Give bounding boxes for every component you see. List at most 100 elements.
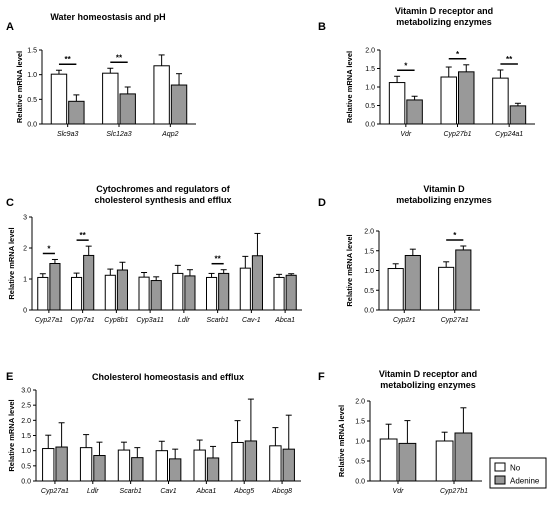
panel-title-line: Cytochromes and regulators of	[96, 184, 231, 194]
bar-no	[79, 447, 93, 482]
y-tick-label: 2.0	[21, 418, 31, 425]
bar-adenine	[169, 458, 182, 482]
significance-label: **	[80, 231, 87, 240]
bar-no	[388, 82, 406, 125]
category-label: Abca1	[195, 488, 216, 495]
bar-no	[435, 440, 454, 482]
bar-no	[387, 268, 404, 311]
legend-label: No	[510, 464, 521, 473]
category-label: Cav1	[160, 488, 176, 495]
bar-adenine	[68, 100, 85, 125]
y-tick-label: 2.0	[364, 229, 374, 236]
significance-label: *	[453, 231, 457, 240]
category-label: Cyp27a1	[35, 317, 63, 324]
category-label: Abca1	[274, 317, 295, 324]
panel-title-line: Water homeostasis and pH	[50, 12, 165, 22]
bar-no	[269, 445, 282, 482]
y-tick-label: 1.0	[21, 448, 31, 455]
category-label: Vdr	[393, 488, 405, 495]
category-label: Ldlr	[178, 317, 190, 324]
bar-no	[117, 449, 131, 482]
bar-adenine	[206, 457, 220, 482]
significance-label: *	[47, 244, 51, 253]
y-tick-label: 2.0	[355, 399, 365, 406]
legend-swatch	[494, 462, 506, 472]
y-tick-label: 1.0	[355, 439, 365, 446]
bar-adenine	[184, 275, 196, 311]
y-tick-label: 1.5	[27, 48, 37, 55]
bar-adenine	[93, 455, 106, 482]
category-label: Vdr	[400, 131, 412, 138]
bar-no	[239, 267, 251, 311]
bar-adenine	[116, 269, 128, 311]
bar-no	[193, 449, 206, 482]
category-label: Cyp3a11	[136, 317, 164, 324]
bar-no	[138, 276, 150, 311]
y-tick-label: 3.0	[21, 388, 31, 395]
y-tick-label: 0.5	[364, 288, 374, 295]
panel-a: A Water homeostasis and pH Relative mRNA l…	[6, 12, 196, 138]
bar-no	[102, 72, 119, 125]
panel-e: E Cholesterol homeostasis and efflux Relat…	[6, 371, 301, 495]
y-tick-label: 1.0	[27, 72, 37, 79]
bar-adenine	[454, 432, 473, 482]
bar-adenine	[509, 105, 527, 125]
bar-adenine	[55, 446, 68, 482]
y-axis-label: Relative mRNA level	[15, 51, 24, 123]
y-axis-label: Relative mRNA level	[345, 51, 354, 123]
bar-no	[71, 276, 83, 311]
y-axis-label: Relative mRNA level	[7, 227, 16, 299]
bar-adenine	[458, 71, 475, 125]
y-tick-label: 0.5	[27, 97, 37, 104]
panel-title-line: Vitamin D receptor and	[379, 369, 477, 379]
bar-no	[153, 65, 170, 125]
category-label: Ldlr	[87, 488, 99, 495]
panel-title-line: cholesterol synthesis and efflux	[94, 195, 231, 205]
category-label: Cav-1	[242, 317, 261, 324]
category-label: Abcg8	[271, 488, 292, 495]
y-tick-label: 0.0	[365, 122, 375, 129]
bar-no	[50, 73, 68, 125]
category-label: Cyp8b1	[104, 317, 128, 324]
y-tick-label: 0.5	[355, 459, 365, 466]
bar-adenine	[285, 274, 297, 311]
y-tick-label: 1.5	[21, 433, 31, 440]
bar-no	[438, 266, 455, 311]
bar-no	[492, 77, 509, 125]
bar-no	[231, 441, 244, 482]
bar-no	[379, 438, 398, 482]
bar-no	[440, 76, 457, 125]
bar-adenine	[150, 280, 162, 311]
panel-title-line: metabolizing enzymes	[380, 380, 476, 390]
y-tick-label: 0.0	[27, 122, 37, 129]
category-label: Cyp7a1	[71, 317, 95, 324]
category-label: Cyp2r1	[393, 317, 416, 324]
bar-adenine	[170, 84, 188, 125]
bar-adenine	[218, 272, 230, 311]
y-tick-label: 0.5	[21, 463, 31, 470]
category-label: Abcg5	[233, 488, 254, 495]
panel-letter: F	[318, 371, 325, 383]
bar-no	[37, 276, 49, 311]
bar-adenine	[131, 457, 144, 482]
y-tick-label: 1	[23, 277, 27, 284]
y-tick-label: 1.5	[365, 66, 375, 73]
y-tick-label: 0.0	[21, 479, 31, 486]
panel-title-line: metabolizing enzymes	[396, 17, 492, 27]
category-label: Cyp27a1	[441, 317, 469, 324]
bar-adenine	[49, 263, 61, 311]
y-tick-label: 1.5	[355, 419, 365, 426]
panel-c: C Cytochromes and regulators ofcholestero…	[6, 184, 302, 324]
bar-adenine	[244, 440, 258, 482]
y-tick-label: 1.0	[365, 85, 375, 92]
bar-adenine	[282, 448, 295, 482]
significance-label: **	[506, 55, 513, 64]
panel-letter: C	[6, 197, 14, 209]
y-tick-label: 2	[23, 246, 27, 253]
category-label: Cyp27b1	[443, 131, 471, 138]
bar-no	[104, 274, 116, 311]
y-axis-label: Relative mRNA level	[337, 405, 346, 477]
